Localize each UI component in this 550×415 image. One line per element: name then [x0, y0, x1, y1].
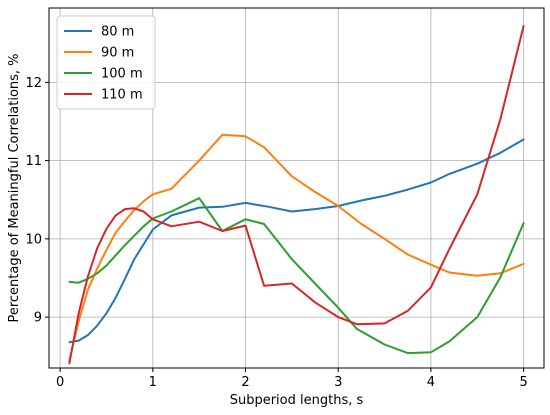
x-axis-label: Subperiod lengths, s: [230, 393, 364, 408]
legend-label: 100 m: [101, 67, 143, 82]
series-line: [68, 133, 525, 362]
y-tick-label: 12: [25, 76, 42, 91]
y-tick-label: 10: [25, 232, 42, 247]
x-tick-label: 1: [149, 375, 157, 390]
series-lines: [68, 25, 525, 365]
plot-area-frame: [48, 7, 545, 369]
y-tick-label: 9: [34, 311, 42, 326]
series-line: [68, 138, 525, 344]
x-tick-label: 4: [427, 375, 435, 390]
y-tick-label: 11: [25, 154, 42, 169]
legend-label: 110 m: [101, 88, 143, 103]
y-axis-label: Percentage of Meaningful Correlations, %: [7, 53, 22, 322]
legend-label: 80 m: [101, 25, 134, 40]
legend-label: 90 m: [101, 46, 134, 61]
x-tick-label: 2: [241, 375, 249, 390]
series-line: [68, 25, 525, 365]
x-tick-label: 0: [56, 375, 64, 390]
legend-box: [56, 15, 156, 110]
legend: 80 m 90 m 100 m 110 m: [56, 15, 156, 110]
x-tick-label: 5: [519, 375, 527, 390]
x-tick-label: 3: [334, 375, 342, 390]
series-line: [68, 197, 525, 355]
